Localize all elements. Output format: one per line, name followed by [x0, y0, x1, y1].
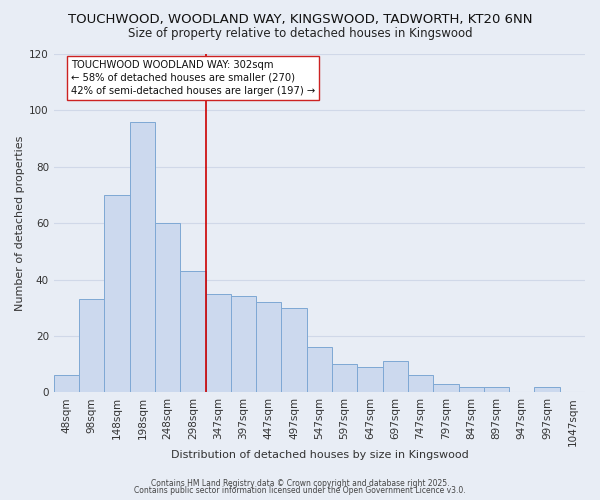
- Bar: [104, 195, 130, 392]
- Bar: [231, 296, 256, 392]
- Bar: [79, 300, 104, 392]
- Text: Contains public sector information licensed under the Open Government Licence v3: Contains public sector information licen…: [134, 486, 466, 495]
- Bar: [281, 308, 307, 392]
- Bar: [54, 376, 79, 392]
- Bar: [307, 347, 332, 393]
- Bar: [358, 367, 383, 392]
- Text: Size of property relative to detached houses in Kingswood: Size of property relative to detached ho…: [128, 28, 472, 40]
- Bar: [206, 294, 231, 392]
- Bar: [180, 271, 206, 392]
- Bar: [433, 384, 458, 392]
- Y-axis label: Number of detached properties: Number of detached properties: [15, 136, 25, 311]
- Bar: [155, 223, 180, 392]
- Bar: [484, 386, 509, 392]
- Bar: [458, 386, 484, 392]
- Text: TOUCHWOOD WOODLAND WAY: 302sqm
← 58% of detached houses are smaller (270)
42% of: TOUCHWOOD WOODLAND WAY: 302sqm ← 58% of …: [71, 60, 315, 96]
- X-axis label: Distribution of detached houses by size in Kingswood: Distribution of detached houses by size …: [170, 450, 468, 460]
- Bar: [332, 364, 358, 392]
- Bar: [383, 362, 408, 392]
- Text: Contains HM Land Registry data © Crown copyright and database right 2025.: Contains HM Land Registry data © Crown c…: [151, 478, 449, 488]
- Text: TOUCHWOOD, WOODLAND WAY, KINGSWOOD, TADWORTH, KT20 6NN: TOUCHWOOD, WOODLAND WAY, KINGSWOOD, TADW…: [68, 12, 532, 26]
- Bar: [256, 302, 281, 392]
- Bar: [408, 376, 433, 392]
- Bar: [130, 122, 155, 392]
- Bar: [535, 386, 560, 392]
